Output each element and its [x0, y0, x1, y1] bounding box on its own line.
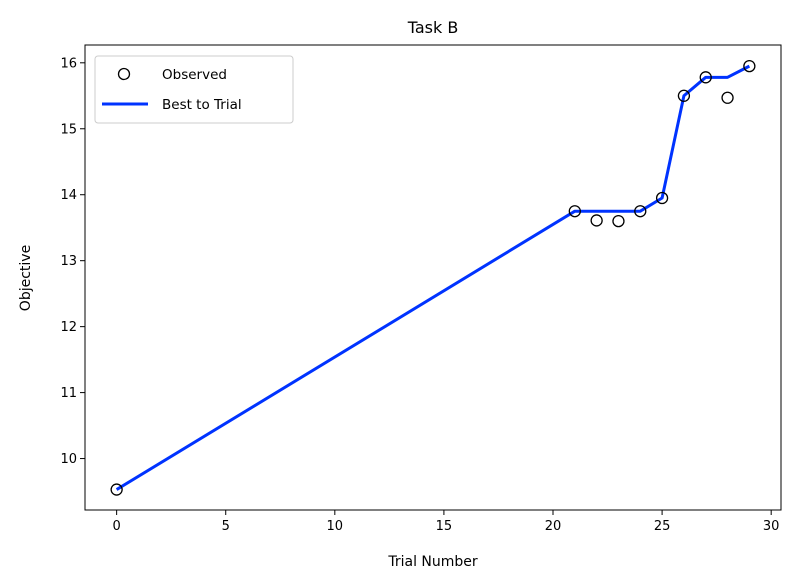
- observed-point: [655, 191, 669, 205]
- x-tick-label: 30: [763, 519, 780, 534]
- observed-point: [721, 91, 734, 104]
- y-tick-label: 15: [60, 122, 77, 137]
- x-tick-label: 25: [654, 519, 671, 534]
- x-tick-label: 0: [112, 519, 120, 534]
- y-tick-label: 14: [60, 188, 77, 203]
- observed-point: [590, 214, 603, 227]
- y-tick-label: 16: [60, 56, 77, 71]
- legend: Observed Best to Trial: [94, 55, 294, 124]
- y-tick-label: 12: [60, 320, 77, 335]
- y-tick-label: 13: [60, 254, 77, 269]
- observed-point: [568, 205, 581, 218]
- legend-best-label: Best to Trial: [162, 97, 242, 113]
- observed-series: [110, 59, 756, 496]
- y-axis-label: Objective: [18, 245, 34, 311]
- best-to-trial-line: [115, 64, 751, 491]
- chart-title: Task B: [407, 18, 459, 37]
- observed-point: [634, 205, 647, 218]
- observed-point: [743, 59, 756, 73]
- observed-point: [677, 89, 691, 102]
- observed-point: [699, 71, 712, 84]
- legend-observed-label: Observed: [162, 67, 227, 83]
- x-tick-label: 15: [436, 519, 453, 534]
- legend-box: [94, 55, 294, 124]
- x-tick-label: 5: [222, 519, 230, 534]
- best-to-trial-series: [115, 64, 751, 491]
- plot-frame: [84, 44, 782, 511]
- x-axis: 0 5 10 15 20 25 30: [112, 510, 779, 534]
- x-axis-label: Trial Number: [387, 554, 478, 570]
- observed-point: [110, 483, 123, 496]
- observed-point: [612, 214, 625, 228]
- legend-observed-marker: [117, 67, 131, 81]
- x-tick-label: 10: [327, 519, 344, 534]
- x-tick-label: 20: [545, 519, 562, 534]
- y-tick-label: 11: [60, 386, 77, 401]
- y-tick-label: 10: [60, 452, 77, 467]
- y-axis: 10 11 12 13 14 15 16: [60, 56, 85, 467]
